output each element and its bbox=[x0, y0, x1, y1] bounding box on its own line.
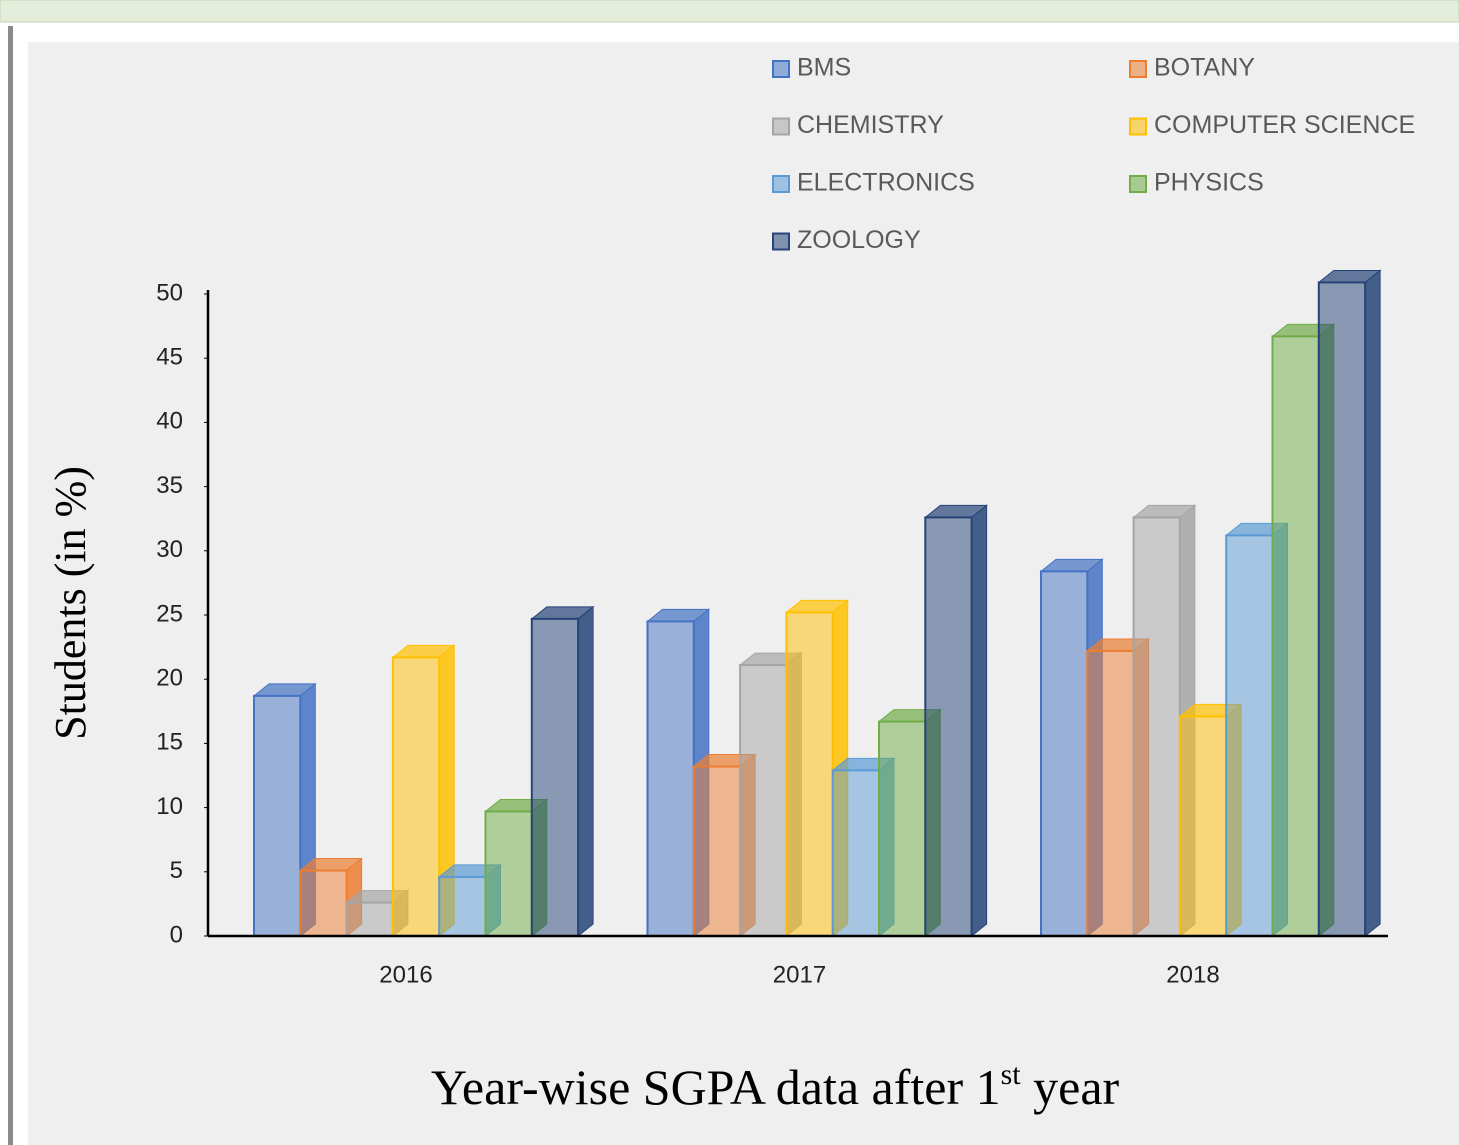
legend-swatch bbox=[1129, 117, 1147, 136]
bar-side bbox=[1364, 269, 1381, 938]
bar-front bbox=[1086, 649, 1135, 938]
bar-front bbox=[692, 765, 742, 938]
bar-side bbox=[577, 605, 594, 938]
bar-side bbox=[971, 504, 988, 938]
legend-label: COMPUTER SCIENCE bbox=[1154, 111, 1415, 139]
y-tick-label: 40 bbox=[156, 408, 183, 435]
x-tick-label: 2018 bbox=[1166, 961, 1219, 988]
title-part: year bbox=[1021, 1059, 1120, 1115]
bar-front bbox=[345, 901, 394, 938]
bar-front bbox=[438, 875, 487, 937]
legend-swatch bbox=[772, 60, 790, 78]
legend-swatch bbox=[1129, 175, 1147, 193]
bar bbox=[923, 504, 989, 938]
bar-front bbox=[1132, 516, 1181, 938]
bar-front bbox=[299, 869, 348, 937]
legend-swatch bbox=[772, 175, 790, 193]
y-tick-label: 10 bbox=[156, 793, 183, 820]
legend-label: CHEMISTRY bbox=[797, 111, 944, 139]
legend-swatch bbox=[772, 117, 790, 136]
legend-label: BOTANY bbox=[1154, 54, 1255, 82]
bar-front bbox=[1225, 534, 1274, 938]
x-tick-label: 2017 bbox=[773, 961, 826, 988]
bar-front bbox=[739, 664, 788, 937]
y-tick-label: 30 bbox=[156, 536, 183, 563]
bar bbox=[530, 605, 595, 938]
bar-front bbox=[484, 810, 533, 938]
title-superscript: st bbox=[1001, 1058, 1022, 1091]
bar-front bbox=[878, 720, 927, 938]
bar-front bbox=[391, 656, 441, 937]
bar-front bbox=[1040, 570, 1089, 937]
legend-label: ZOOLOGY bbox=[797, 226, 921, 254]
y-tick-label: 20 bbox=[156, 665, 183, 692]
bar-front bbox=[924, 516, 973, 938]
legend-label: ELECTRONICS bbox=[797, 169, 975, 197]
bar-front bbox=[1317, 281, 1367, 938]
left-border bbox=[8, 26, 13, 1145]
y-tick-label: 35 bbox=[156, 472, 183, 499]
y-tick-label: 50 bbox=[156, 279, 183, 306]
plot-background bbox=[28, 42, 1459, 1145]
title-part: Year-wise SGPA data after 1 bbox=[431, 1059, 1001, 1115]
legend-label: PHYSICS bbox=[1154, 169, 1264, 197]
legend-label: BMS bbox=[797, 54, 851, 82]
top-bar bbox=[0, 0, 1459, 23]
bar-front bbox=[530, 617, 580, 937]
bar-front bbox=[1178, 715, 1228, 937]
bar-front bbox=[785, 611, 834, 937]
y-tick-label: 45 bbox=[156, 344, 183, 371]
y-tick-label: 25 bbox=[156, 600, 183, 627]
chart-title: Year-wise SGPA data after 1st year bbox=[431, 1058, 1120, 1116]
bar bbox=[1317, 269, 1382, 938]
x-tick-label: 2016 bbox=[379, 961, 432, 988]
y-tick-label: 0 bbox=[170, 921, 183, 948]
legend-swatch bbox=[1129, 60, 1147, 78]
bar-front bbox=[831, 769, 881, 938]
legend-swatch bbox=[772, 232, 790, 251]
bar-front bbox=[646, 620, 695, 937]
y-tick-label: 5 bbox=[170, 857, 183, 884]
bar-front bbox=[253, 694, 302, 938]
y-tick-label: 15 bbox=[156, 729, 183, 756]
bar-front bbox=[1271, 335, 1320, 937]
y-axis-label: Students (in %) bbox=[46, 466, 95, 740]
